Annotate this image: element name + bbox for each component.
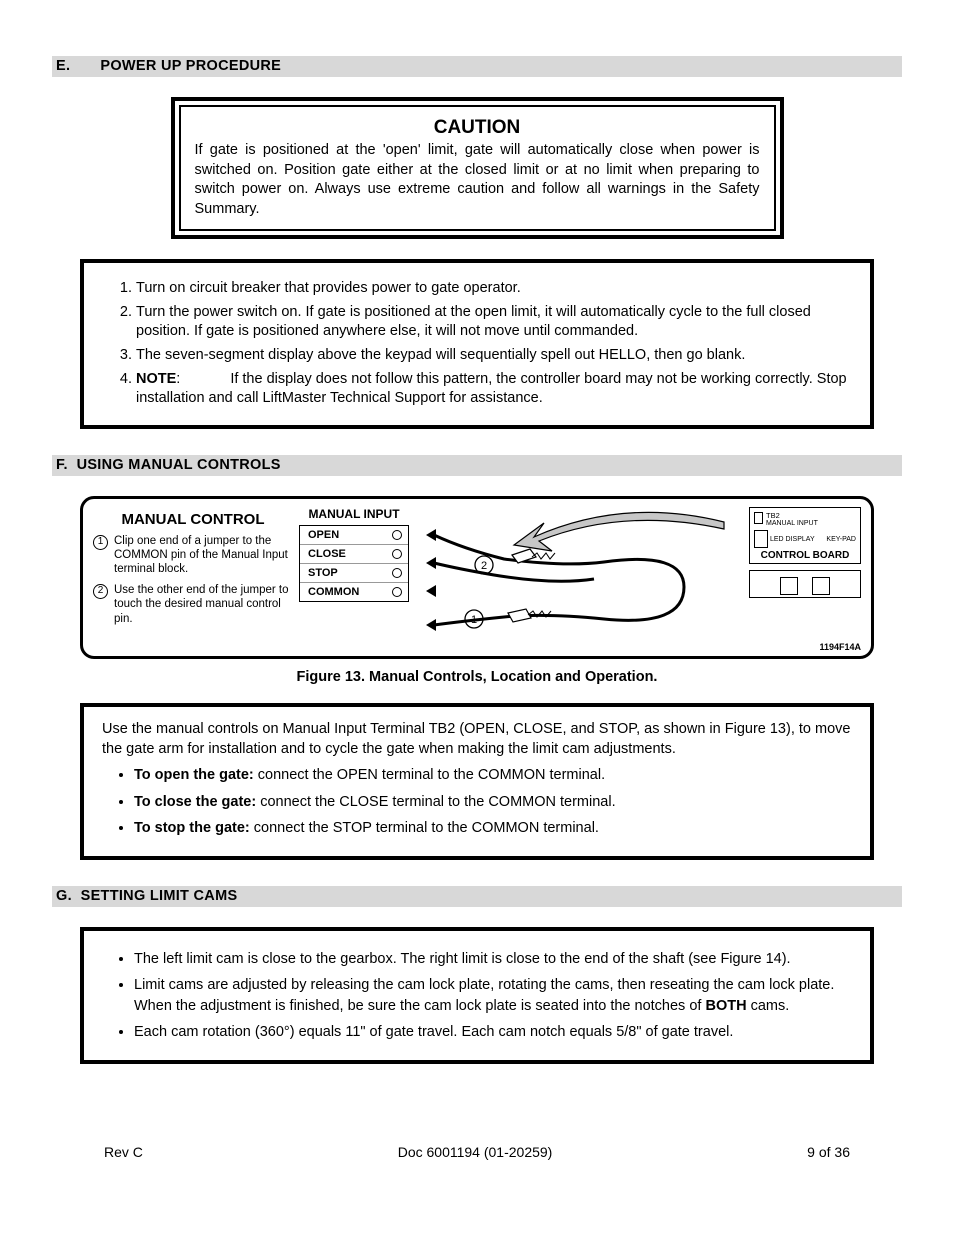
steps-list: Turn on circuit breaker that provides po… bbox=[102, 279, 852, 408]
bullet-list: The left limit cam is close to the gearb… bbox=[102, 949, 852, 1042]
figure-13-diagram: MANUAL CONTROL 1 Clip one end of a jumpe… bbox=[80, 496, 874, 659]
section-title: SETTING LIMIT CAMS bbox=[81, 888, 238, 904]
footer-doc: Doc 6001194 (01-20259) bbox=[398, 1144, 553, 1160]
terminal-row: COMMON bbox=[300, 582, 408, 601]
terminal-row: STOP bbox=[300, 563, 408, 582]
caution-box: CAUTION If gate is positioned at the 'op… bbox=[171, 97, 784, 239]
diagram-step-1: 1 Clip one end of a jumper to the COMMON… bbox=[93, 534, 293, 577]
section-title: USING MANUAL CONTROLS bbox=[77, 457, 281, 473]
note-text: If the display does not follow this patt… bbox=[136, 371, 847, 407]
manual-input-title: MANUAL INPUT bbox=[299, 507, 409, 521]
figure-13-caption: Figure 13. Manual Controls, Location and… bbox=[52, 669, 902, 685]
bullet-item: To close the gate: connect the CLOSE ter… bbox=[134, 792, 852, 812]
pin-icon bbox=[392, 568, 402, 578]
caution-title: CAUTION bbox=[195, 117, 760, 139]
control-board-diagram: TB2MANUAL INPUT LED DISPLAY KEY-PAD CONT… bbox=[749, 507, 861, 650]
jumper-wire-illustration: 2 1 bbox=[415, 507, 743, 650]
terminal-block: OPEN CLOSE STOP COMMON bbox=[299, 525, 409, 602]
board-chip-icon bbox=[812, 577, 830, 595]
step-item: NOTE:If the display does not follow this… bbox=[136, 370, 852, 409]
footer-page: 9 of 36 bbox=[807, 1144, 850, 1160]
manual-controls-box: Use the manual controls on Manual Input … bbox=[80, 703, 874, 860]
bullet-item: The left limit cam is close to the gearb… bbox=[134, 949, 852, 969]
pin-icon bbox=[392, 549, 402, 559]
terminal-row: CLOSE bbox=[300, 544, 408, 563]
section-letter: E. bbox=[56, 58, 96, 74]
page-footer: Rev C Doc 6001194 (01-20259) 9 of 36 bbox=[104, 1144, 850, 1160]
board-chip-icon bbox=[780, 577, 798, 595]
box-f-intro: Use the manual controls on Manual Input … bbox=[102, 719, 852, 760]
terminal-row: OPEN bbox=[300, 526, 408, 544]
pin-icon bbox=[392, 530, 402, 540]
step-badge-2: 2 bbox=[93, 584, 108, 599]
bullet-list: To open the gate: connect the OPEN termi… bbox=[102, 765, 852, 838]
bullet-item: To open the gate: connect the OPEN termi… bbox=[134, 765, 852, 785]
manual-control-title: MANUAL CONTROL bbox=[93, 511, 293, 528]
footer-rev: Rev C bbox=[104, 1144, 143, 1160]
section-header-f: F. USING MANUAL CONTROLS bbox=[52, 455, 902, 476]
step-item: The seven-segment display above the keyp… bbox=[136, 346, 852, 366]
tb2-icon bbox=[754, 512, 763, 524]
bullet-item: Limit cams are adjusted by releasing the… bbox=[134, 975, 852, 1016]
led-display-icon bbox=[754, 530, 768, 548]
procedure-box-e: Turn on circuit breaker that provides po… bbox=[80, 259, 874, 428]
pin-icon bbox=[392, 587, 402, 597]
step-item: Turn on circuit breaker that provides po… bbox=[136, 279, 852, 299]
figure-ref-number: 1194F14A bbox=[819, 642, 861, 652]
bullet-item: Each cam rotation (360°) equals 11" of g… bbox=[134, 1022, 852, 1042]
step-item: Turn the power switch on. If gate is pos… bbox=[136, 303, 852, 342]
section-header-e: E. POWER UP PROCEDURE bbox=[52, 56, 902, 77]
section-title: POWER UP PROCEDURE bbox=[100, 58, 281, 74]
caution-body: If gate is positioned at the 'open' limi… bbox=[195, 141, 760, 219]
section-header-g: G. SETTING LIMIT CAMS bbox=[52, 886, 902, 907]
bullet-item: To stop the gate: connect the STOP termi… bbox=[134, 818, 852, 838]
section-letter: F. bbox=[56, 457, 68, 473]
step-badge-1: 1 bbox=[93, 535, 108, 550]
section-letter: G. bbox=[56, 888, 72, 904]
diagram-step-2: 2 Use the other end of the jumper to tou… bbox=[93, 583, 293, 626]
svg-text:2: 2 bbox=[481, 560, 487, 572]
limit-cams-box: The left limit cam is close to the gearb… bbox=[80, 927, 874, 1064]
note-label: NOTE bbox=[136, 371, 176, 387]
